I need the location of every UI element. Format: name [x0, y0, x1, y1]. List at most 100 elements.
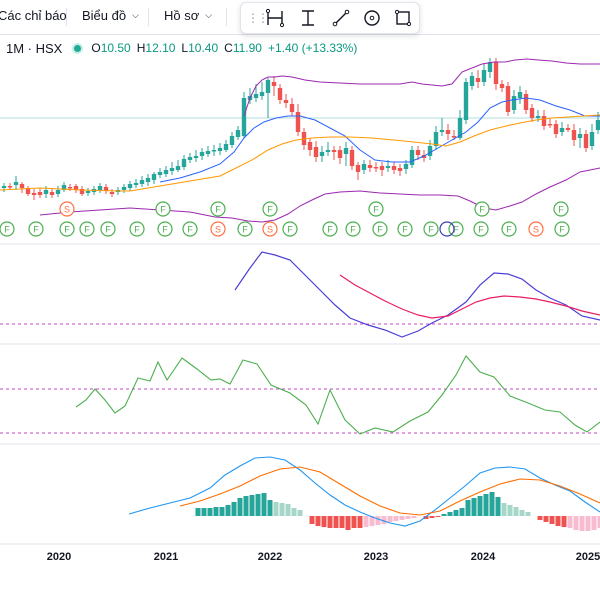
event-marker-f[interactable]: F — [129, 221, 145, 237]
event-marker-f[interactable]: F — [554, 221, 570, 237]
event-marker-letter: F — [350, 225, 356, 235]
candle-body — [211, 150, 217, 152]
trend-line-tool-icon[interactable] — [331, 8, 351, 28]
event-marker-f[interactable]: F — [0, 221, 15, 237]
chart-type-button[interactable]: Biểu đồ ⌵ — [82, 8, 139, 23]
event-marker-f[interactable]: F — [282, 221, 298, 237]
event-marker-f[interactable]: F — [100, 221, 116, 237]
candle-body — [79, 189, 85, 194]
long-position-tool-icon[interactable] — [265, 8, 285, 28]
event-marker-circle — [129, 221, 145, 237]
macd-histogram-bar — [255, 494, 261, 516]
x-axis-label: 2024 — [471, 551, 496, 563]
event-marker-f[interactable]: F — [368, 201, 384, 217]
candle-body — [1, 186, 7, 188]
event-marker-circle — [501, 221, 517, 237]
macd-histogram-bar — [405, 516, 411, 519]
event-marker-f[interactable]: F — [79, 221, 95, 237]
ma-orange-line — [129, 114, 600, 192]
macd-histogram-bar — [279, 503, 285, 516]
macd-histogram-bar — [285, 504, 291, 516]
candle-body — [289, 104, 295, 112]
candle-body — [199, 152, 205, 156]
macd-histogram-bar — [213, 507, 219, 516]
open-key: O — [91, 41, 101, 55]
chevron-down-icon: ⌵ — [132, 10, 139, 20]
macd-histogram-bar — [561, 516, 567, 527]
macd-histogram-bar — [369, 516, 375, 526]
x-axis-label: 2021 — [154, 551, 178, 563]
candle-body — [73, 186, 79, 190]
macd-histogram-bar — [543, 516, 549, 522]
event-marker-f[interactable]: F — [553, 201, 569, 217]
candle-body — [529, 108, 535, 118]
candle-body — [373, 167, 379, 169]
event-marker-f[interactable]: F — [372, 221, 388, 237]
candle-body — [349, 150, 355, 166]
event-marker-f[interactable]: F — [155, 201, 171, 217]
event-marker-selected[interactable] — [439, 221, 455, 237]
price-range-tool-icon[interactable] — [298, 8, 318, 28]
drag-handle-icon[interactable]: ⋮⋮ — [247, 11, 269, 25]
macd-line — [128, 456, 600, 527]
rectangle-tool-icon[interactable] — [393, 8, 413, 28]
macd-histogram-bar — [489, 492, 495, 516]
event-marker-f[interactable]: F — [262, 201, 278, 217]
toolbar-divider — [226, 8, 227, 26]
candle-body — [241, 98, 247, 136]
event-marker-s[interactable]: S — [262, 221, 278, 237]
event-marker-s[interactable]: S — [59, 201, 75, 217]
candle-body — [43, 190, 49, 194]
event-marker-letter: F — [4, 225, 10, 235]
event-markers: S F F F F F FF F F F F F F F S F S F F F F F F F F F S F — [0, 201, 570, 237]
macd-histogram-bar — [537, 516, 543, 520]
candle-body — [325, 150, 331, 152]
event-marker-f[interactable]: F — [157, 221, 173, 237]
event-marker-f[interactable]: F — [474, 201, 490, 217]
macd-histogram-bar — [363, 516, 369, 527]
candle-body — [535, 116, 541, 118]
candle-body — [583, 134, 589, 148]
event-marker-f[interactable]: F — [345, 221, 361, 237]
event-marker-f[interactable]: F — [28, 221, 44, 237]
profile-button[interactable]: Hồ sơ ⌵ — [164, 8, 212, 23]
x-axis-label: 2023 — [364, 551, 388, 563]
candle-body — [127, 184, 133, 188]
event-marker-s[interactable]: S — [210, 221, 226, 237]
x-axis-label: 2025 — [576, 551, 600, 563]
event-marker-f[interactable]: F — [210, 201, 226, 217]
candle-body — [223, 144, 229, 150]
event-marker-f[interactable]: F — [448, 221, 464, 237]
macd-histogram-bar — [345, 516, 351, 530]
toolbar-divider — [148, 8, 149, 26]
event-marker-f[interactable]: F — [237, 221, 253, 237]
candle-body — [37, 192, 43, 195]
event-marker-letter: F — [84, 225, 90, 235]
event-marker-f[interactable]: F — [501, 221, 517, 237]
event-marker-f[interactable]: F — [397, 221, 413, 237]
candle-body — [187, 157, 193, 160]
circle-tool-icon[interactable] — [362, 8, 382, 28]
event-marker-f[interactable]: F — [423, 221, 439, 237]
macd-histogram-bar — [201, 508, 207, 516]
event-marker-f[interactable]: F — [322, 221, 338, 237]
event-marker-f[interactable]: F — [59, 221, 75, 237]
indicators-button[interactable]: Các chỉ báo — [0, 8, 67, 23]
osc-line-blue — [234, 251, 600, 338]
event-marker-f[interactable]: F — [473, 221, 489, 237]
macd-histogram-bar — [297, 510, 303, 516]
event-marker-circle — [553, 201, 569, 217]
event-marker-letter: S — [64, 205, 70, 215]
event-marker-circle — [59, 221, 75, 237]
event-marker-circle — [262, 201, 278, 217]
event-marker-s[interactable]: S — [528, 221, 544, 237]
event-marker-circle — [473, 221, 489, 237]
candle-body — [451, 136, 457, 138]
candle-body — [175, 166, 181, 170]
candle-body — [445, 130, 451, 134]
low-value: 10.40 — [188, 41, 219, 55]
macd-histogram-bar — [243, 496, 249, 516]
event-marker-letter: F — [559, 225, 565, 235]
event-marker-f[interactable]: F — [182, 221, 198, 237]
